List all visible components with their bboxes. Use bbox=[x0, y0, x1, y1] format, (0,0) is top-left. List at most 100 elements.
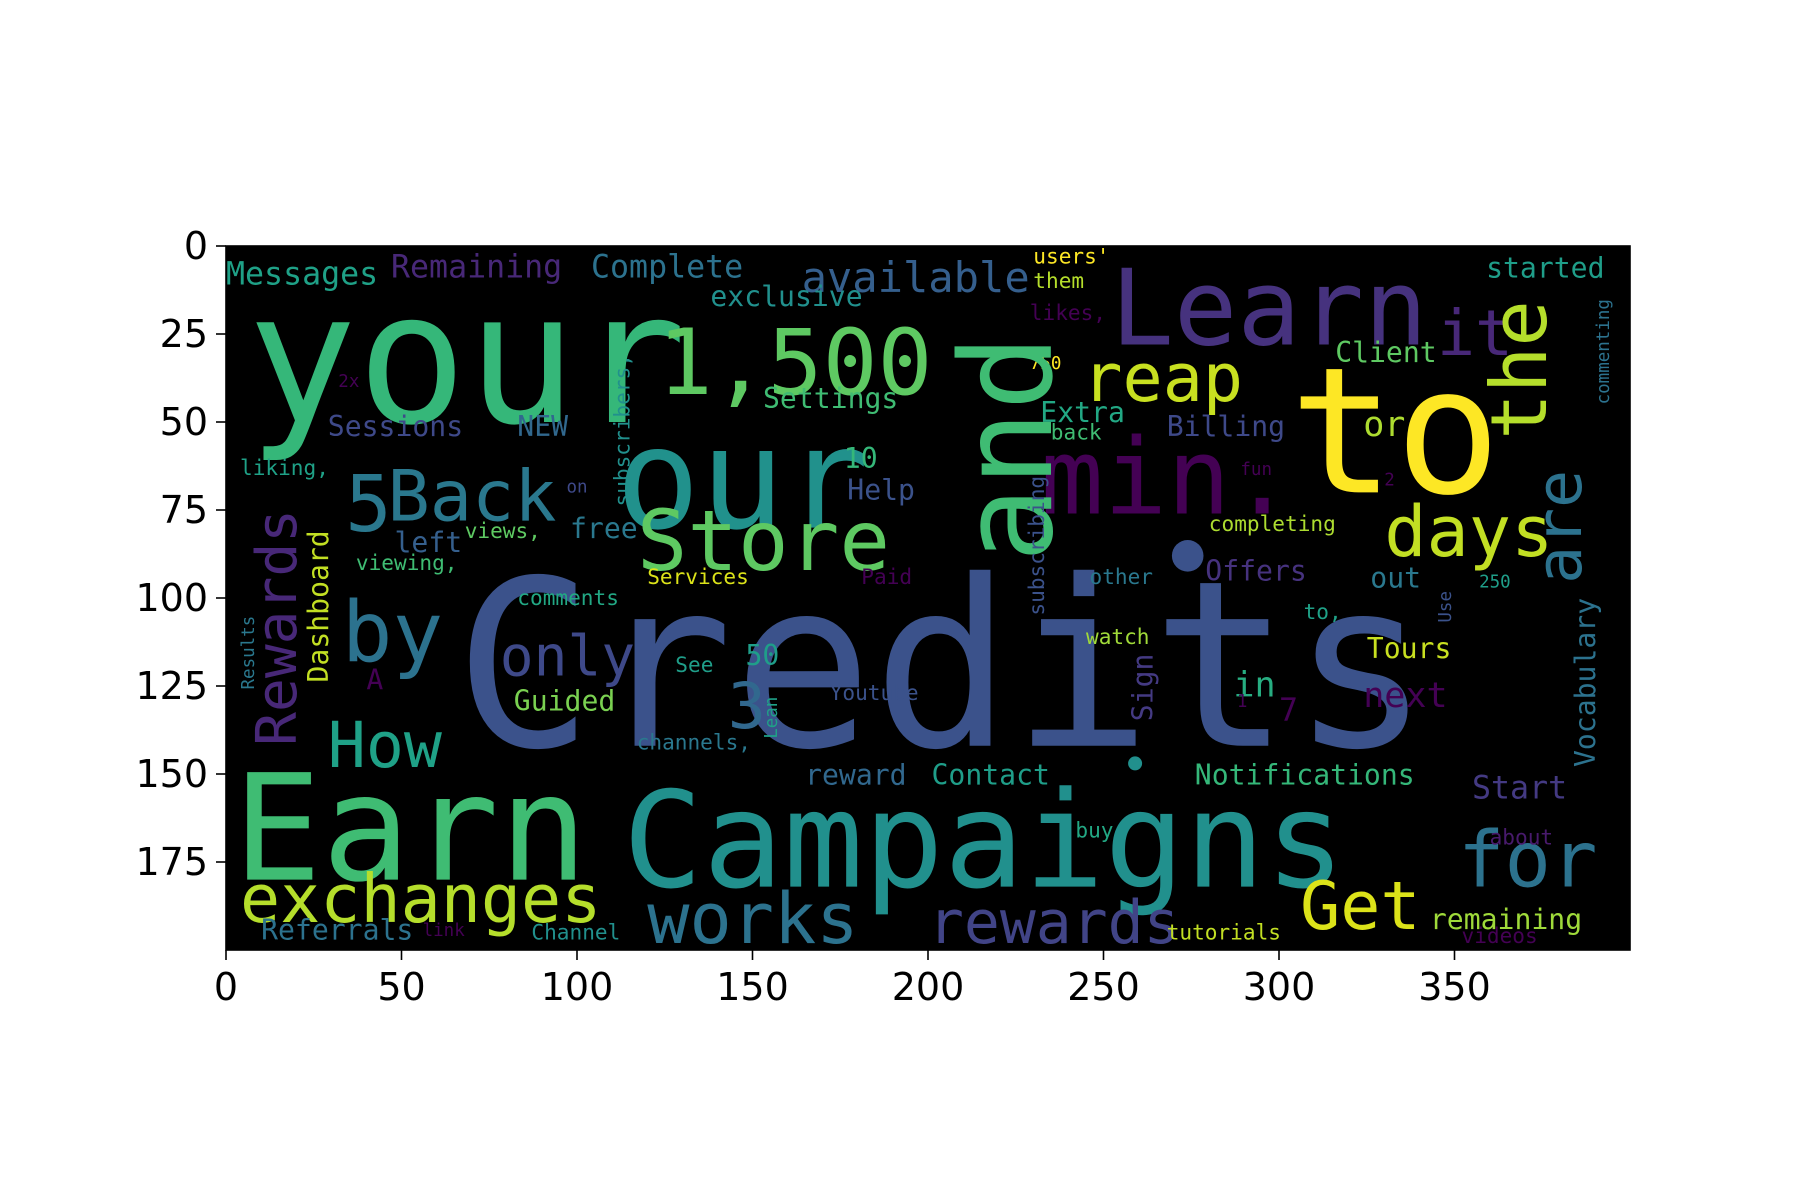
vertical-word-7: subscribers, bbox=[610, 354, 635, 506]
x-tick-label-6: 300 bbox=[1243, 965, 1316, 1009]
word-11: 5 bbox=[345, 460, 391, 550]
word-15: works bbox=[647, 878, 858, 960]
vertical-word-5: Vocabulary bbox=[1569, 598, 1602, 767]
word-67: users' bbox=[1033, 244, 1109, 269]
plot-background bbox=[226, 246, 1630, 950]
word-27: Complete bbox=[591, 250, 743, 286]
word-5: our bbox=[616, 399, 870, 562]
word-14: How bbox=[328, 708, 443, 782]
word-19: days bbox=[1384, 491, 1553, 573]
word-35: Sessions bbox=[328, 410, 463, 443]
word-40: free bbox=[570, 512, 638, 545]
vertical-word-4: Dashboard bbox=[302, 530, 335, 682]
word-47: 50 bbox=[746, 639, 780, 672]
word-76: on bbox=[567, 477, 588, 497]
word-74: views, bbox=[465, 518, 541, 543]
word-39: left bbox=[395, 526, 463, 559]
word-30: Client bbox=[1335, 336, 1436, 369]
word-55: link bbox=[423, 921, 466, 941]
y-tick-label-2: 50 bbox=[160, 400, 208, 444]
x-tick-label-3: 150 bbox=[716, 965, 789, 1009]
word-42: out bbox=[1370, 561, 1421, 594]
vertical-word-12: Lean bbox=[762, 697, 782, 739]
word-8: min. bbox=[1040, 416, 1294, 539]
word-37: Help bbox=[847, 473, 915, 506]
word-32: Billing bbox=[1167, 410, 1285, 443]
word-0: Credits bbox=[454, 531, 1430, 801]
word-43: Tours bbox=[1367, 632, 1452, 665]
word-38: 10 bbox=[844, 442, 878, 475]
x-tick-label-5: 250 bbox=[1067, 965, 1140, 1009]
word-48: reward bbox=[805, 759, 906, 792]
word-10: Back bbox=[388, 456, 557, 538]
word-44: in bbox=[1233, 665, 1275, 706]
word-31: or bbox=[1363, 404, 1405, 445]
word-4: Earn bbox=[233, 743, 588, 915]
word-46: Guided bbox=[514, 685, 615, 718]
word-60: watch bbox=[1086, 624, 1150, 649]
word-84: 2x bbox=[338, 372, 359, 392]
word-52: remaining bbox=[1430, 903, 1582, 936]
word-1: Campaigns bbox=[623, 764, 1346, 919]
word-18: for bbox=[1458, 816, 1597, 906]
vertical-word-3: Rewards bbox=[245, 509, 310, 746]
word-61: other bbox=[1090, 564, 1154, 589]
word-50: Notifications bbox=[1195, 759, 1415, 792]
word-77: See bbox=[675, 652, 713, 677]
word-81: 7 bbox=[1279, 693, 1298, 729]
word-78: Youtube bbox=[830, 680, 919, 705]
word-17: Get bbox=[1300, 867, 1420, 945]
word-80: A bbox=[366, 664, 383, 697]
y-tick-label-4: 100 bbox=[135, 576, 208, 620]
word-36: NEW bbox=[517, 410, 568, 443]
x-tick-label-0: 0 bbox=[214, 965, 238, 1009]
word-64: fun bbox=[1240, 460, 1272, 480]
word-45: next bbox=[1363, 675, 1447, 716]
word-83: 2 bbox=[1384, 470, 1395, 490]
x-tick-label-4: 200 bbox=[892, 965, 965, 1009]
word-26: Remaining bbox=[391, 250, 562, 286]
word-25: Messages bbox=[226, 257, 378, 293]
vertical-word-2: are bbox=[1522, 470, 1596, 584]
word-85: to, bbox=[1304, 599, 1342, 624]
word-33: Extra bbox=[1040, 396, 1125, 429]
word-58: about bbox=[1490, 824, 1554, 849]
word-49: Contact bbox=[932, 759, 1050, 792]
word-24: 3 bbox=[728, 669, 766, 743]
word-75: liking, bbox=[240, 455, 329, 480]
y-tick-label-0: 0 bbox=[184, 224, 208, 268]
word-16: rewards bbox=[928, 889, 1180, 958]
x-axis: 0 50 100 150 200 250 300 350 bbox=[214, 950, 1491, 1009]
vertical-word-8: subscribing bbox=[1024, 476, 1049, 616]
word-3: to bbox=[1290, 330, 1501, 534]
word-41: Offers bbox=[1205, 554, 1306, 587]
word-79: channels, bbox=[637, 729, 751, 754]
word-70: Services bbox=[647, 564, 749, 589]
word-65: back bbox=[1051, 420, 1102, 445]
y-tick-label-7: 175 bbox=[135, 840, 208, 884]
word-21: it bbox=[1437, 296, 1513, 370]
word-29: started bbox=[1486, 252, 1604, 285]
word-54: Channel bbox=[531, 919, 620, 944]
word-56: tutorials bbox=[1167, 919, 1281, 944]
vertical-word-9: commenting bbox=[1594, 299, 1614, 404]
word-23: only bbox=[500, 624, 635, 689]
vertical-word-10: Results bbox=[239, 616, 259, 690]
y-tick-label-6: 150 bbox=[135, 752, 208, 796]
word-2: your bbox=[247, 254, 686, 466]
x-tick-label-2: 100 bbox=[541, 965, 614, 1009]
word-63: completing bbox=[1209, 511, 1336, 536]
y-tick-label-1: 25 bbox=[160, 312, 208, 356]
word-34: Settings bbox=[763, 382, 898, 415]
y-axis: 0 25 50 75 100 125 150 175 bbox=[135, 224, 226, 884]
word-71: Paid bbox=[861, 564, 912, 589]
word-53: Referrals bbox=[261, 913, 413, 946]
word-73: viewing, bbox=[356, 550, 458, 575]
word-22: available bbox=[802, 253, 1030, 302]
word-6: Learn bbox=[1111, 247, 1428, 370]
x-tick-label-7: 350 bbox=[1418, 965, 1491, 1009]
word-13: by bbox=[342, 583, 443, 681]
word-7: 1,500 bbox=[658, 309, 933, 416]
